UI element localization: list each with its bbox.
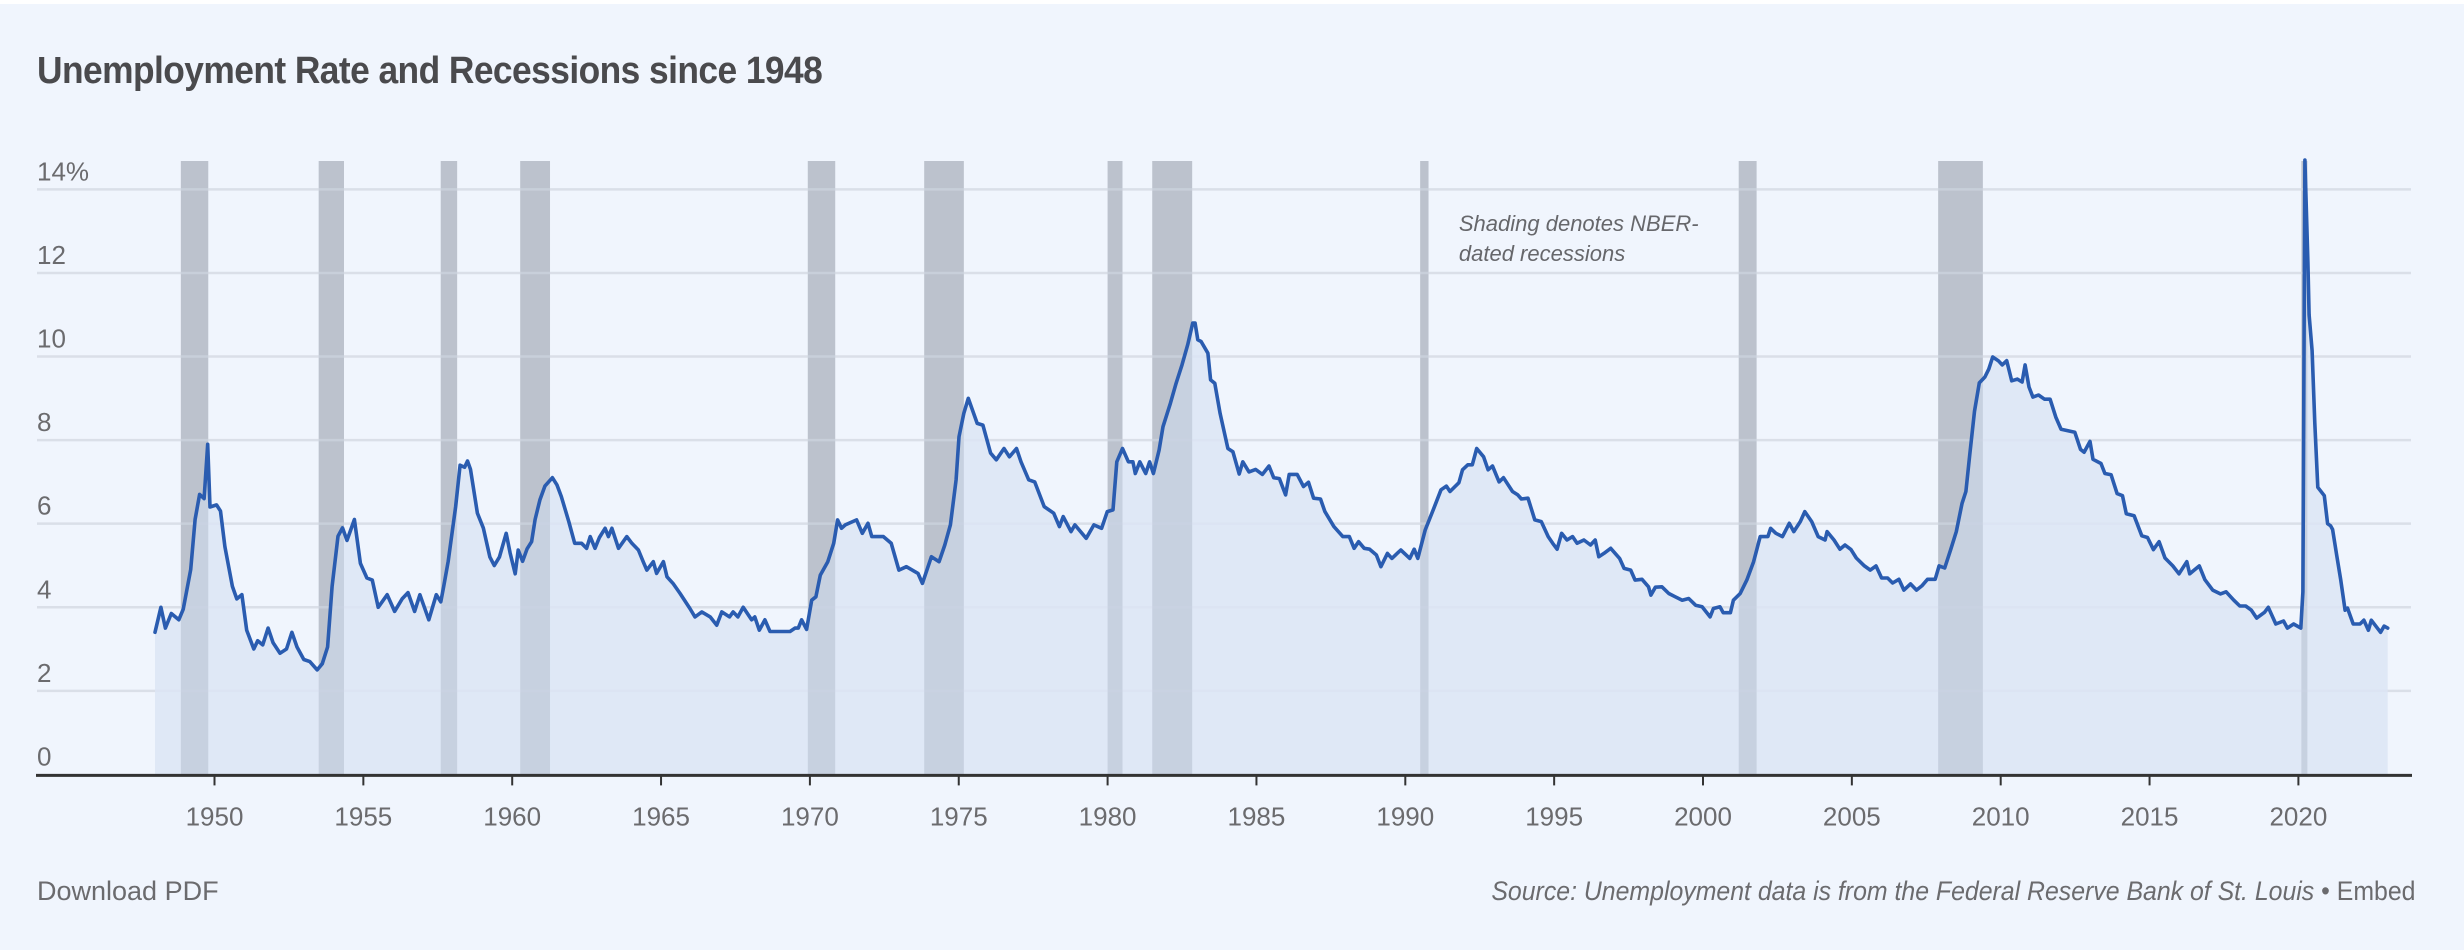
recession-overlay-band <box>180 161 209 775</box>
x-tick-label: 1960 <box>483 801 541 831</box>
x-tick-label: 1990 <box>1376 801 1434 831</box>
recession-overlay-band <box>1152 161 1193 775</box>
y-tick-label: 2 <box>37 658 51 688</box>
x-tick-label: 2015 <box>2121 801 2179 831</box>
x-tick-label: 1950 <box>186 801 244 831</box>
recession-overlay-band <box>1738 161 1757 775</box>
recession-overlay-band <box>1420 161 1429 775</box>
y-tick-label: 0 <box>37 741 51 771</box>
source-text: Source: Unemployment data is from the Fe… <box>1490 876 2314 906</box>
x-tick-label: 1955 <box>334 801 392 831</box>
download-pdf-link[interactable]: Download PDF <box>37 876 219 906</box>
footer-source: Source: Unemployment data is from the Fe… <box>1491 876 2415 907</box>
y-tick-label: 6 <box>37 491 51 521</box>
recession-overlay-band <box>520 161 551 775</box>
x-axis <box>36 773 2412 786</box>
annotation-line-2: dated recessions <box>1459 241 1625 266</box>
embed-link[interactable]: Embed <box>2336 876 2415 906</box>
x-tick-label: 1980 <box>1079 801 1137 831</box>
x-tick-label: 2000 <box>1674 801 1732 831</box>
separator-dot: • <box>2320 876 2330 906</box>
x-tick-label: 1970 <box>781 801 839 831</box>
recession-overlay-band <box>318 161 344 775</box>
y-axis-labels: 0 2 4 6 8 10 12 14% <box>37 156 89 771</box>
annotation-line-1: Shading denotes NBER- <box>1459 211 1699 236</box>
y-tick-label: 4 <box>37 574 51 604</box>
line-layer <box>153 158 2390 672</box>
recession-overlay-band <box>807 161 836 775</box>
x-tick-label: 2010 <box>1972 801 2030 831</box>
top-border <box>0 0 2464 4</box>
x-tick-label: 1985 <box>1228 801 1286 831</box>
x-tick-label: 2020 <box>2269 801 2327 831</box>
recession-annotation: Shading denotes NBER- dated recessions <box>1459 211 1705 266</box>
y-tick-label: 14% <box>37 156 89 186</box>
y-tick-label: 12 <box>37 240 66 270</box>
x-tick-label: 1965 <box>632 801 690 831</box>
recession-overlay-band <box>440 161 458 775</box>
x-tick-label: 1975 <box>930 801 988 831</box>
x-axis-labels: 1950 1955 1960 1965 1970 1975 1980 1985 1990 1995… <box>186 801 2328 831</box>
recession-overlay-band <box>1938 161 1983 775</box>
y-tick-label: 10 <box>37 324 66 354</box>
chart-title: Unemployment Rate and Recessions since 1… <box>37 50 823 92</box>
x-tick-label: 2005 <box>1823 801 1881 831</box>
x-tick-label: 1995 <box>1525 801 1583 831</box>
y-tick-label: 8 <box>37 407 51 437</box>
recession-band <box>1420 161 1429 775</box>
unemployment-line <box>153 158 2390 672</box>
